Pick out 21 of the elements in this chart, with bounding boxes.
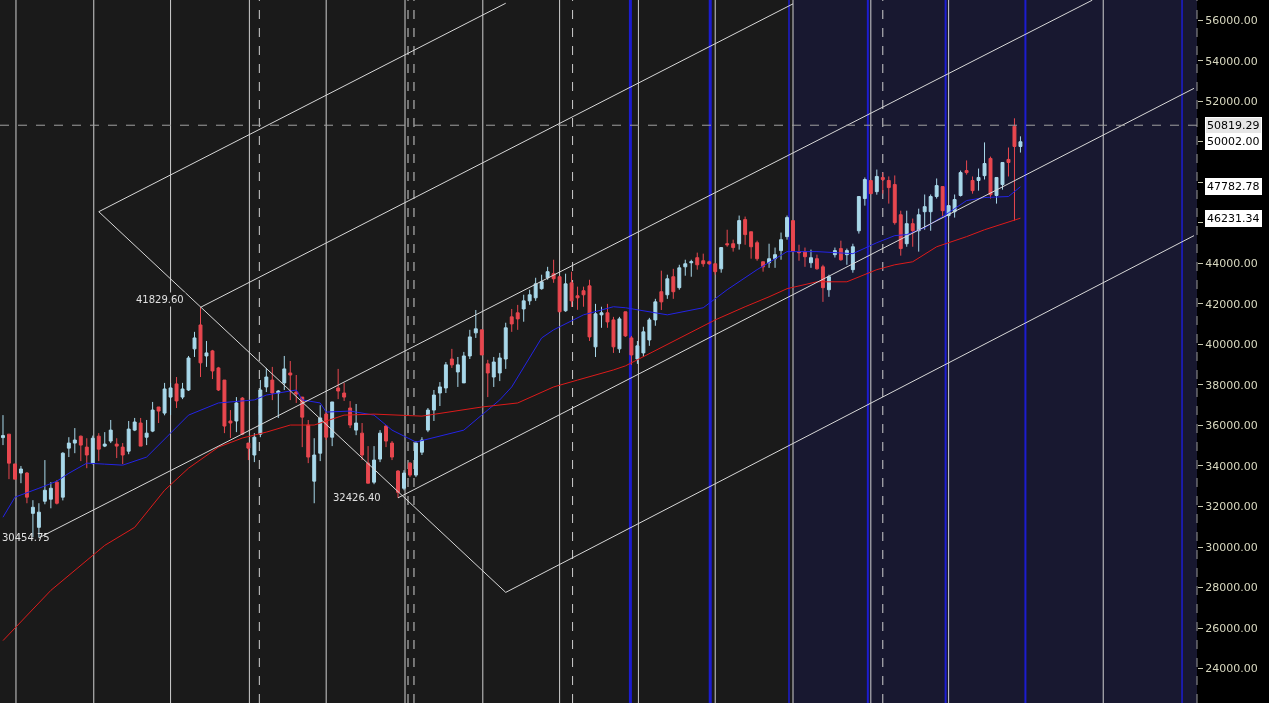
text: 50002.00: [1207, 135, 1260, 148]
y-tick-label: 28000.00: [1205, 581, 1258, 595]
y-tick-label: 38000.00: [1205, 378, 1258, 392]
text: 46231.34: [1207, 212, 1260, 225]
annotation: 30454.75: [2, 532, 50, 543]
y-tick-label: 26000.00: [1205, 621, 1258, 635]
y-tick-label: 32000.00: [1205, 500, 1258, 514]
y-tick-label: 30000.00: [1205, 540, 1258, 554]
y-tick-label: 40000.00: [1205, 338, 1258, 352]
y-tick-label: 42000.00: [1205, 297, 1258, 311]
y-tick-label: 24000.00: [1205, 662, 1258, 676]
y-tick-label: 44000.00: [1205, 257, 1258, 271]
annotation: 41829.60: [136, 294, 184, 305]
y-tick-label: 56000.00: [1205, 14, 1258, 28]
y-tick-label: 52000.00: [1205, 95, 1258, 109]
y-tick-label: 36000.00: [1205, 419, 1258, 433]
y-tick-label: 34000.00: [1205, 459, 1258, 473]
ref-line-label: 50819.29: [1207, 119, 1260, 132]
y-tick-label: 54000.00: [1205, 54, 1258, 68]
annotation: 32426.40: [333, 492, 381, 503]
text: 47782.78: [1207, 180, 1260, 193]
